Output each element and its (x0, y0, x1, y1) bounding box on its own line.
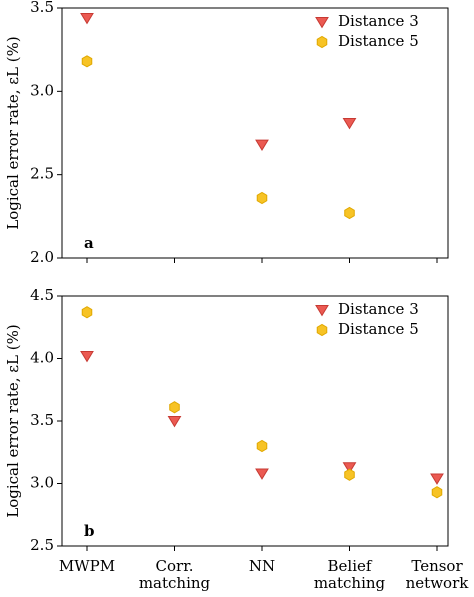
y-tick-label: 4.0 (30, 349, 54, 367)
legend-label: Distance 3 (338, 300, 419, 318)
marker (315, 305, 329, 317)
marker (255, 139, 269, 152)
y-tick-label: 2.5 (30, 165, 54, 183)
y-tick-label: 3.5 (30, 0, 54, 16)
marker (316, 323, 328, 337)
marker (342, 118, 357, 130)
x-tick-label: Belief matching (313, 557, 386, 592)
marker (80, 13, 94, 25)
marker (344, 468, 355, 481)
marker (80, 351, 94, 363)
x-tick-label: Tensor network (405, 557, 469, 592)
legend-label: Distance 5 (338, 320, 419, 338)
axes-frame (61, 7, 449, 259)
legend-label: Distance 5 (338, 32, 419, 50)
marker (316, 35, 328, 49)
y-tick-label: 2.0 (30, 248, 54, 266)
marker (169, 401, 180, 414)
marker (315, 17, 329, 29)
marker (81, 55, 93, 68)
x-tick-label: NN (248, 557, 276, 575)
marker (255, 468, 269, 480)
y-tick-label: 4.5 (30, 286, 54, 304)
marker (256, 439, 268, 453)
y-tick-label: 3.0 (30, 474, 54, 492)
x-tick-label: Corr. matching (138, 557, 211, 592)
marker (344, 206, 355, 220)
panel-label: b (84, 522, 95, 540)
marker (81, 306, 93, 319)
y-axis-label: Logical error rate, εL (%) (4, 36, 22, 230)
y-axis-label: Logical error rate, εL (%) (4, 324, 22, 518)
marker (256, 191, 268, 205)
y-tick-label: 3.5 (30, 411, 54, 429)
y-tick-label: 3.0 (30, 81, 54, 99)
marker (167, 416, 182, 428)
panel-label: a (84, 234, 94, 252)
marker (342, 462, 357, 474)
legend-label: Distance 3 (338, 12, 419, 30)
marker (430, 473, 444, 485)
y-tick-label: 2.5 (30, 536, 54, 554)
marker (431, 486, 443, 499)
x-tick-label: MWPM (58, 557, 116, 575)
